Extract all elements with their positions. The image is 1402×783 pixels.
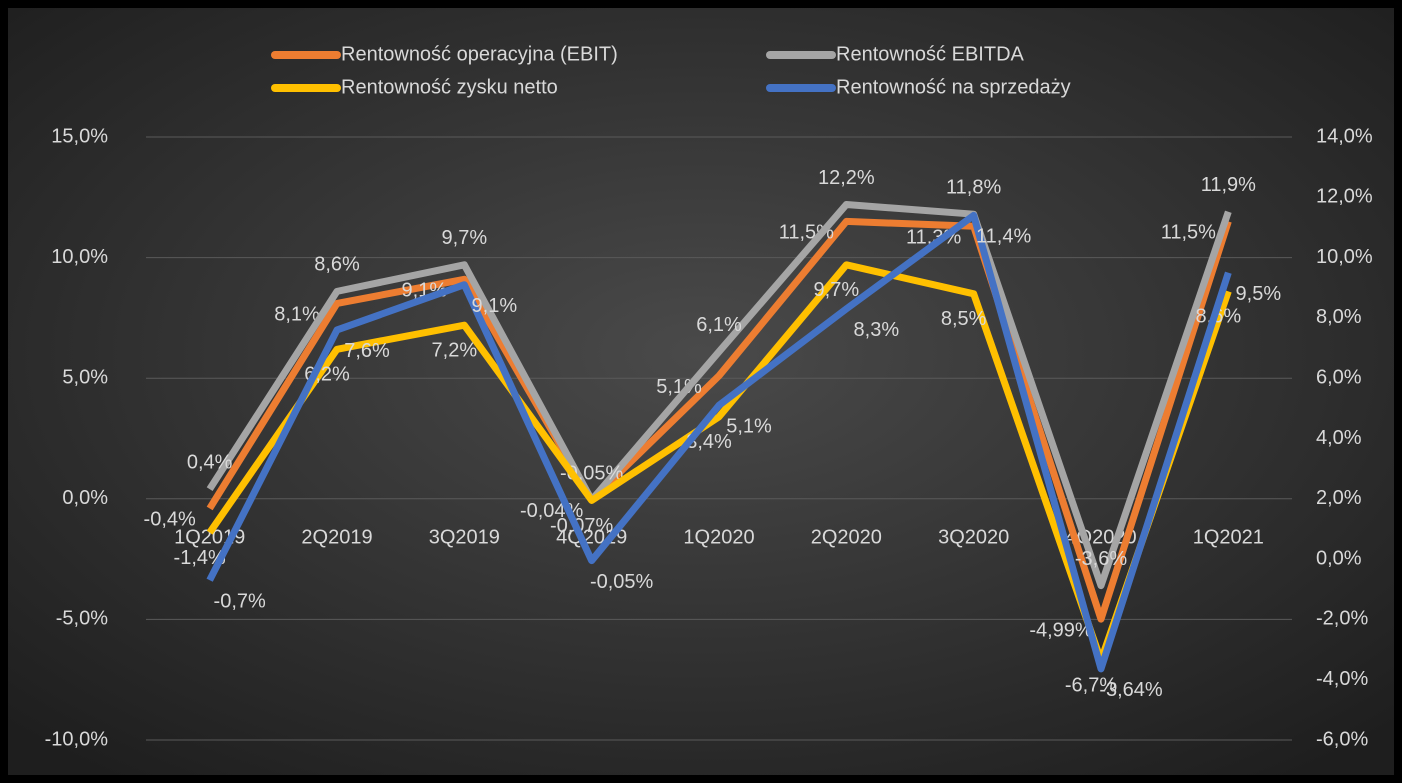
data-label: 9,1% — [472, 295, 518, 317]
data-label: 9,7% — [814, 279, 860, 301]
y2-tick-label: 6,0% — [1316, 366, 1362, 388]
data-label: -0,4% — [144, 509, 196, 531]
x-tick-label: 2Q2019 — [301, 526, 372, 548]
y2-tick-label: 4,0% — [1316, 427, 1362, 449]
data-label: 8,3% — [854, 319, 900, 341]
y-tick-label: 15,0% — [51, 125, 108, 147]
data-label: -0,05% — [590, 571, 654, 593]
series-line — [206, 211, 1232, 673]
data-label: 11,5% — [1161, 222, 1216, 244]
y2-tick-label: 2,0% — [1316, 487, 1362, 509]
y-tick-label: -10,0% — [45, 728, 109, 750]
data-label: 9,7% — [442, 227, 488, 249]
data-label: 0,4% — [187, 451, 233, 473]
data-label: 11,4% — [976, 226, 1031, 248]
x-tick-label: 2Q2020 — [811, 526, 882, 548]
data-label: 8,5% — [941, 308, 987, 330]
y-tick-label: 0,0% — [62, 487, 108, 509]
y2-tick-label: -4,0% — [1316, 668, 1368, 690]
data-label: 12,2% — [818, 167, 875, 189]
legend-label: Rentowność EBITDA — [836, 43, 1025, 65]
y2-tick-label: 8,0% — [1316, 306, 1362, 328]
y2-tick-label: 10,0% — [1316, 246, 1373, 268]
data-label: -1,4% — [174, 547, 226, 569]
series-line — [206, 217, 1232, 623]
data-label: -6,7% — [1065, 675, 1117, 697]
data-label: 11,9% — [1201, 174, 1256, 196]
data-label: 7,6% — [344, 340, 390, 362]
series-line — [206, 201, 1232, 590]
data-label: -3,6% — [1075, 548, 1127, 570]
x-tick-label: 3Q2019 — [429, 526, 500, 548]
legend-label: Rentowność na sprzedaży — [836, 76, 1071, 98]
data-label: -0,07% — [550, 515, 614, 537]
y-tick-label: 5,0% — [62, 366, 108, 388]
data-label: -0,7% — [214, 590, 266, 612]
y2-tick-label: 0,0% — [1316, 547, 1362, 569]
y-tick-label: -5,0% — [56, 608, 108, 630]
x-tick-label: 1Q2020 — [683, 526, 754, 548]
y2-tick-label: -6,0% — [1316, 728, 1368, 750]
data-label: 8,6% — [1196, 306, 1242, 328]
data-label: 8,1% — [274, 304, 320, 326]
y2-tick-label: 14,0% — [1316, 125, 1373, 147]
data-label: 8,6% — [314, 254, 360, 276]
data-label: 7,2% — [432, 339, 478, 361]
data-label: -3,64% — [1099, 679, 1163, 701]
legend-label: Rentowność zysku netto — [341, 76, 558, 98]
y-tick-label: 10,0% — [51, 246, 108, 268]
data-label: 5,1% — [726, 416, 772, 438]
series-line — [206, 261, 1232, 664]
data-label: 11,8% — [946, 176, 1001, 198]
y2-tick-label: 12,0% — [1316, 186, 1373, 208]
y2-tick-label: -2,0% — [1316, 608, 1368, 630]
x-tick-label: 1Q2021 — [1193, 526, 1264, 548]
legend-label: Rentowność operacyjna (EBIT) — [341, 43, 618, 65]
data-label: 9,5% — [1236, 283, 1282, 305]
x-tick-label: 3Q2020 — [938, 526, 1009, 548]
data-label: 6,1% — [696, 314, 742, 336]
data-label: -4,99% — [1029, 619, 1093, 641]
